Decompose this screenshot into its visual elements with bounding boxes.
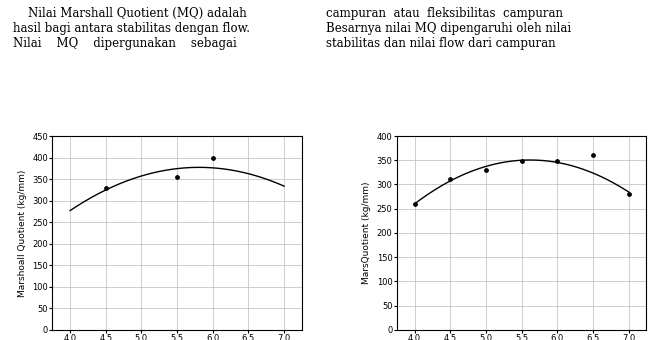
Y-axis label: Marshoall Quotient (kg/mm): Marshoall Quotient (kg/mm)	[18, 169, 27, 296]
Text: Nilai Marshall Quotient (MQ) adalah
hasil bagi antara stabilitas dengan flow.
Ni: Nilai Marshall Quotient (MQ) adalah hasi…	[13, 7, 250, 50]
Point	[552, 158, 562, 164]
Point	[624, 191, 634, 197]
Point	[588, 153, 598, 158]
Point	[445, 176, 456, 181]
Text: campuran  atau  fleksibilitas  campuran
Besarnya nilai MQ dipengaruhi oleh nilai: campuran atau fleksibilitas campuran Bes…	[326, 7, 571, 50]
Point	[172, 174, 182, 180]
Point	[101, 185, 111, 190]
Point	[517, 158, 527, 164]
Y-axis label: MarsQuotient (kg/mm): MarsQuotient (kg/mm)	[362, 182, 371, 284]
Point	[208, 155, 218, 160]
Point	[409, 201, 420, 206]
Point	[481, 167, 491, 173]
